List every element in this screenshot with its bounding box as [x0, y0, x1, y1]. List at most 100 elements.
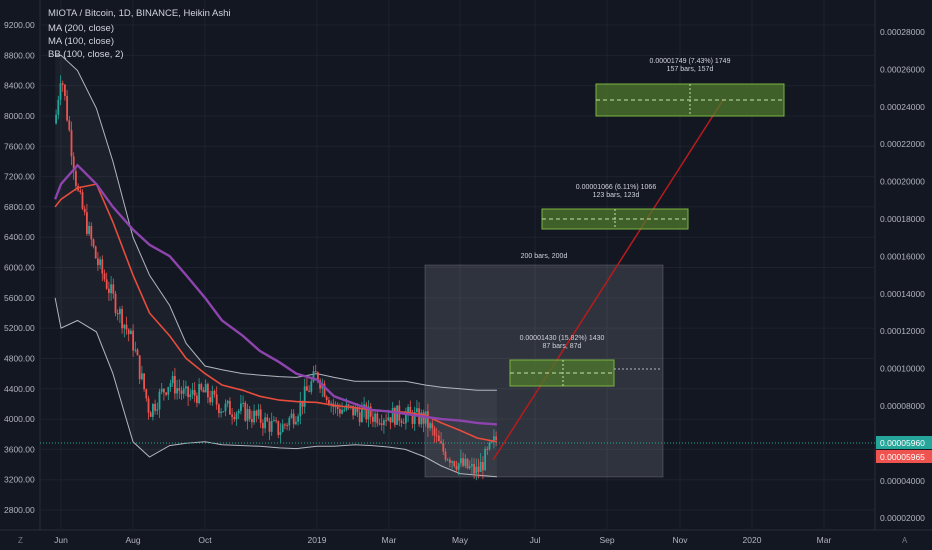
candle-body: [255, 410, 258, 416]
candle-body: [354, 407, 357, 416]
candle-body: [283, 424, 286, 426]
candle-body: [277, 420, 280, 435]
target-2-label-2: 123 bars, 123d: [593, 192, 640, 199]
left-tick-label: 4800.00: [4, 353, 35, 363]
candle-body: [378, 423, 381, 425]
candle-body: [246, 409, 249, 421]
candle-body: [389, 417, 392, 423]
candle-body: [270, 421, 273, 432]
right-tick-label: 0.00028000: [880, 27, 925, 37]
bollinger-band-fill: [55, 55, 497, 477]
candle-body: [275, 420, 277, 422]
left-tick-label: 7200.00: [4, 172, 35, 182]
right-tick-label: 0.00026000: [880, 64, 925, 74]
candle-body: [158, 391, 161, 410]
right-price-axis: 0.00028000 0.00026000 0.00024000 0.00022000…: [880, 27, 925, 523]
candle-body: [99, 259, 101, 266]
left-tick-label: 6400.00: [4, 232, 35, 242]
candle-body: [437, 435, 440, 442]
candle-body: [459, 458, 462, 464]
right-tick-label: 0.00022000: [880, 139, 925, 149]
candle-body: [189, 394, 192, 398]
candle-body: [136, 349, 139, 356]
candle-body: [94, 246, 97, 259]
left-tick-label: 8400.00: [4, 81, 35, 91]
right-tick-label: 0.00024000: [880, 102, 925, 112]
candle-body: [228, 400, 231, 415]
candle-body: [242, 402, 244, 404]
candle-body: [453, 461, 456, 467]
candle-body: [433, 428, 436, 436]
candle-body: [204, 384, 207, 393]
candle-body: [466, 458, 469, 469]
time-tick-label: 2019: [308, 535, 327, 545]
candle-body: [266, 417, 269, 422]
right-tick-label: 0.00018000: [880, 214, 925, 224]
target-box-1[interactable]: [509, 359, 615, 387]
candle-body: [90, 225, 93, 240]
left-tick-label: 3200.00: [4, 475, 35, 485]
projection-line[interactable]: [492, 99, 724, 461]
timezone-button[interactable]: Z: [18, 536, 23, 545]
candle-body: [297, 416, 299, 422]
time-axis: Jun Aug Oct 2019 Mar May Jul Sep Nov 2020 Mar: [54, 535, 831, 545]
candle-body: [281, 424, 284, 433]
right-tick-label: 0.00012000: [880, 326, 925, 336]
target-box-2[interactable]: [541, 208, 689, 230]
candle-body: [107, 288, 110, 294]
candle-body: [110, 284, 112, 294]
candle-body: [182, 388, 185, 394]
candle-body: [83, 208, 86, 213]
candle-body: [79, 190, 82, 193]
candle-body: [411, 412, 414, 424]
candle-body: [288, 417, 291, 426]
candle-body: [316, 372, 319, 381]
candle-body: [68, 120, 71, 131]
candle-body: [147, 398, 150, 413]
candle-body: [431, 423, 434, 429]
candle-body: [268, 421, 271, 432]
candle-body: [420, 412, 423, 425]
candle-body: [92, 239, 95, 247]
candle-body: [338, 409, 341, 414]
candle-body: [123, 324, 126, 329]
candle-body: [319, 380, 321, 389]
candle-body: [235, 413, 238, 420]
candle-body: [101, 259, 104, 274]
candle-body: [88, 225, 90, 234]
indicator-ma100[interactable]: MA (100, close): [48, 36, 114, 47]
time-tick-label: Oct: [198, 535, 212, 545]
candle-body: [292, 413, 295, 425]
target-2-label-1: 0.00001066 (6.11%) 1066: [576, 184, 657, 191]
indicator-bb[interactable]: BB (100, close, 2): [48, 49, 124, 60]
candle-body: [468, 466, 471, 469]
candle-body: [226, 400, 229, 404]
candle-body: [63, 84, 66, 96]
candle-body: [349, 405, 352, 407]
candle-body: [486, 448, 489, 450]
candle-body: [59, 83, 62, 100]
candle-body: [376, 413, 379, 424]
candle-body: [171, 376, 174, 384]
candle-body: [336, 404, 339, 410]
candle-body: [475, 466, 478, 474]
left-tick-label: 9200.00: [4, 20, 35, 30]
candle-body: [495, 436, 497, 440]
candle-body: [393, 408, 396, 425]
candle-body: [488, 442, 491, 449]
candle-body: [127, 329, 130, 335]
candle-body: [211, 390, 214, 403]
target-box-3[interactable]: [595, 83, 785, 117]
candle-body: [446, 459, 449, 461]
candle-body: [396, 405, 398, 425]
candle-body: [490, 441, 493, 443]
left-tick-label: 7600.00: [4, 141, 35, 151]
candle-body: [149, 412, 152, 417]
candle-body: [294, 421, 297, 425]
indicator-ma200[interactable]: MA (200, close): [48, 23, 114, 34]
auto-scale-button[interactable]: A: [902, 536, 908, 545]
candle-body: [132, 330, 134, 351]
candle-body: [409, 406, 412, 413]
left-tick-label: 4000.00: [4, 414, 35, 424]
candle-body: [404, 414, 407, 424]
